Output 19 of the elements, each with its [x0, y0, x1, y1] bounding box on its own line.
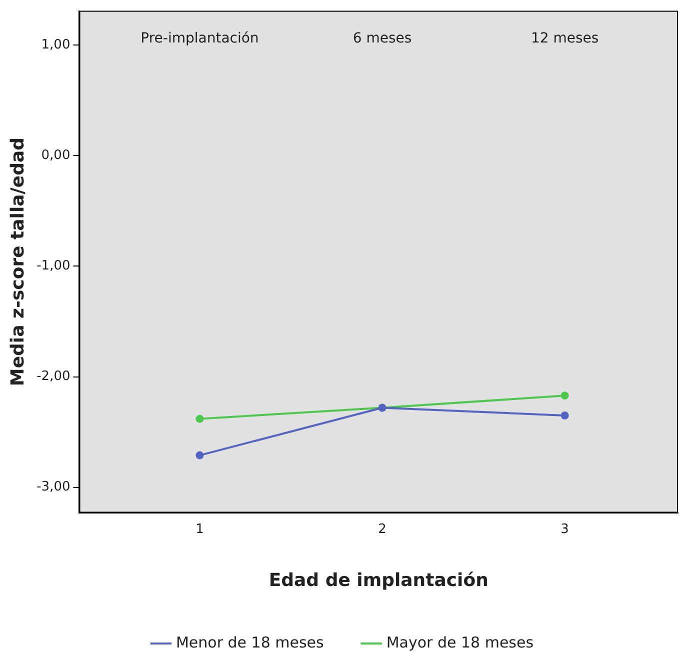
y-tick-label: -3,00 — [36, 480, 70, 495]
point — [196, 451, 204, 460]
y-axis-title: Media z-score talla/edad — [7, 138, 28, 386]
x-tick-label: 3 — [560, 522, 569, 537]
y-tick-label: -1,00 — [36, 258, 70, 274]
y-tick-label: 0,00 — [41, 148, 70, 164]
point — [560, 411, 569, 420]
point — [560, 392, 569, 400]
legend-label: Mayor de 18 meses — [386, 633, 534, 652]
y-tick-label: 1,00 — [41, 37, 70, 52]
annotation: 6 meses — [352, 30, 412, 46]
point — [196, 414, 204, 423]
annotation: Pre-implantación — [140, 30, 259, 46]
x-tick-label: 1 — [196, 522, 204, 537]
annotation: 12 meses — [530, 30, 599, 46]
x-tick-label: 2 — [378, 522, 386, 537]
x-axis-title: Edad de implantación — [268, 570, 488, 591]
legend-label: Menor de 18 meses — [176, 633, 324, 652]
y-tick-label: -2,00 — [36, 369, 70, 384]
